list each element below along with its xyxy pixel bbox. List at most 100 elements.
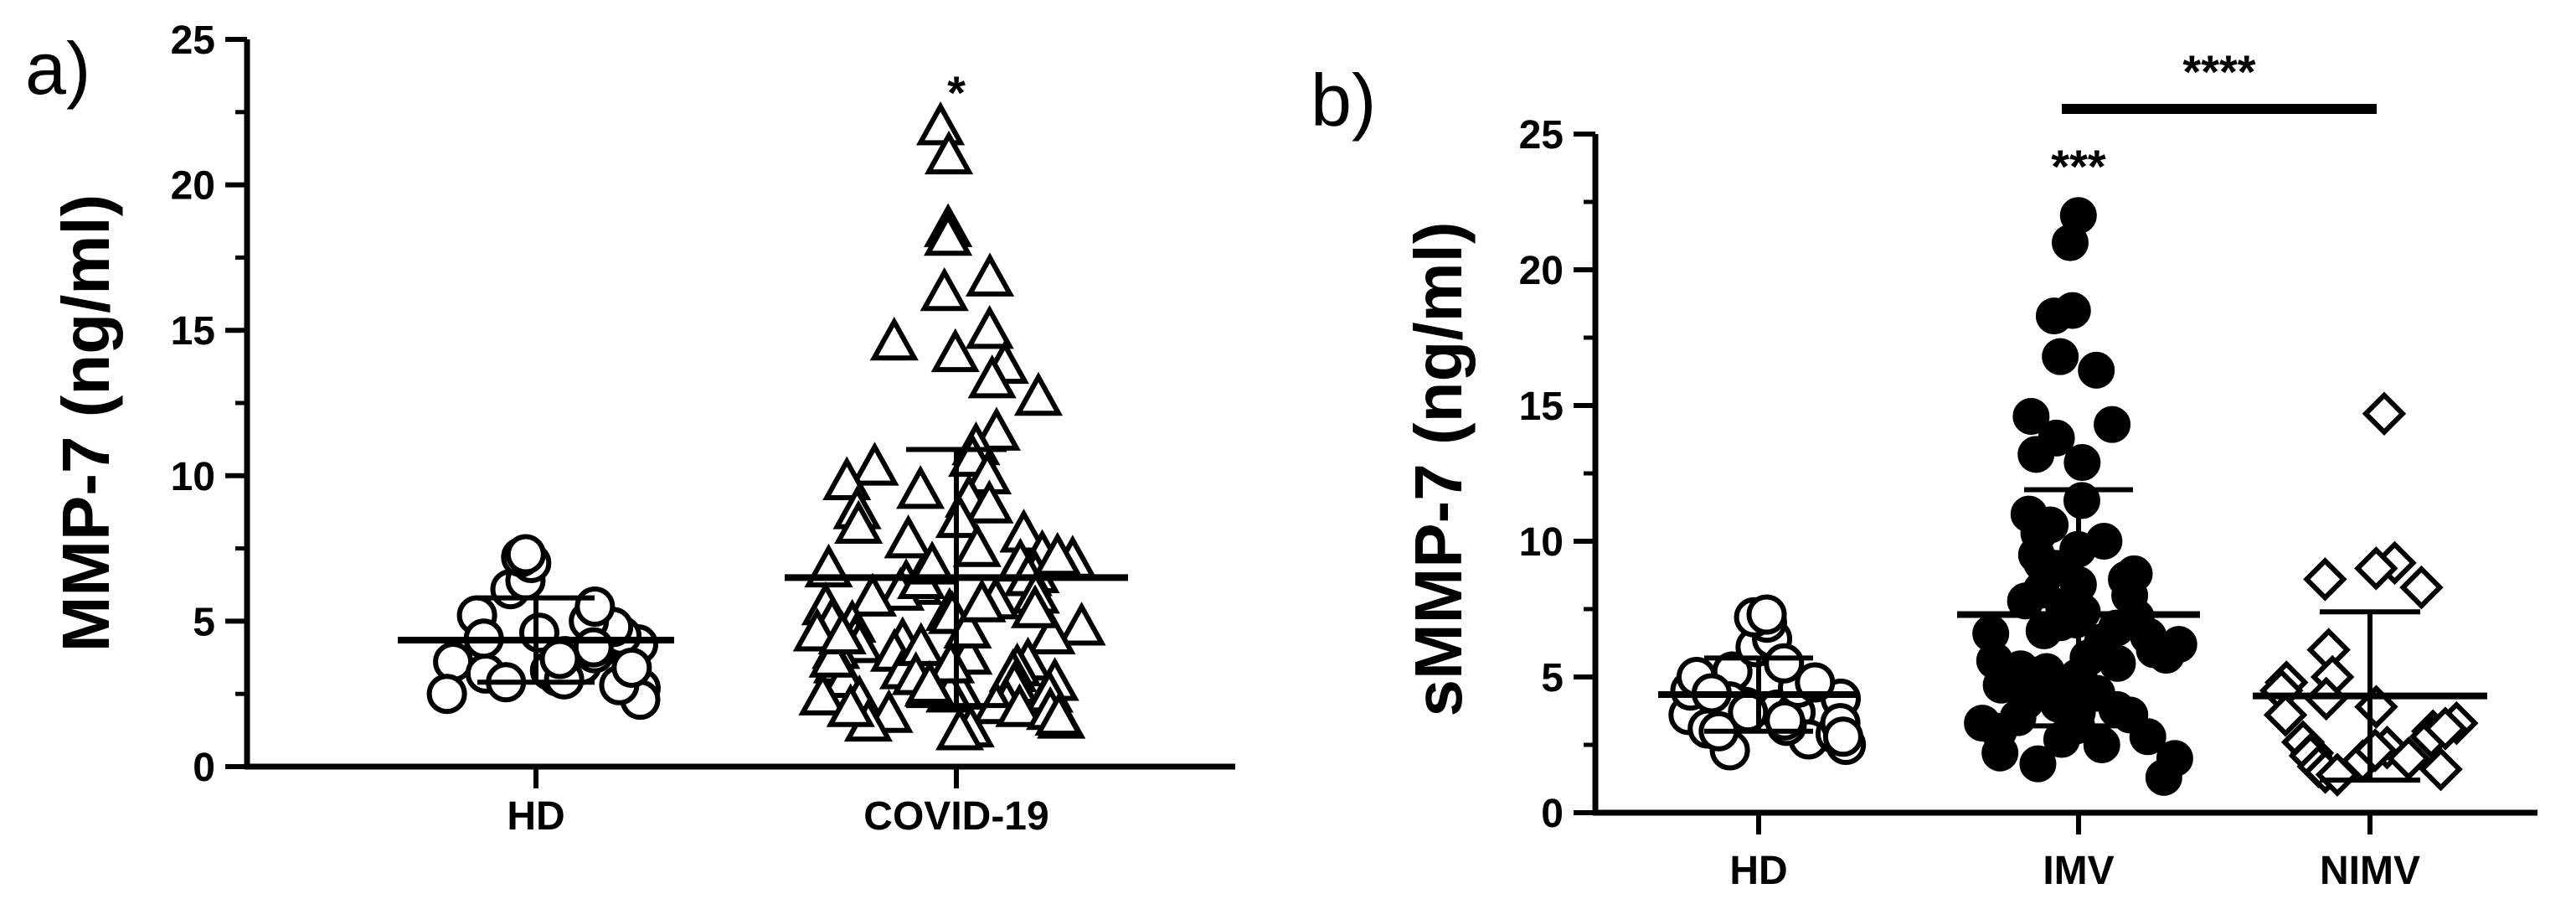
- panel-a-point-covid-19: [817, 610, 867, 654]
- panel-a-point-covid-19: [995, 683, 1044, 727]
- panel-a-point-hd: [539, 638, 580, 679]
- panel-a-x-tick-hd: HD: [507, 794, 564, 839]
- panel-b-points: [1668, 197, 2479, 797]
- panel-a-point-covid-19: [834, 499, 884, 545]
- panel-b-significance-imv-vs-nimv: ****: [2182, 45, 2255, 98]
- panel-b-point-imv: [2042, 338, 2079, 375]
- panel-b-point-nimv: [2352, 728, 2398, 772]
- panel-b-point-imv: [1982, 666, 2020, 704]
- panel-a-point-covid-19: [930, 328, 980, 373]
- panel-b-point-nimv: [2386, 736, 2431, 781]
- panel-b-axes: 0 5 10 15 20 25: [1519, 113, 2537, 836]
- panel-a-point-hd: [505, 534, 546, 575]
- panel-a-y-tick-label: 25: [171, 18, 215, 63]
- panel-a-point-covid-19: [935, 706, 985, 751]
- panel-a-point-covid-19: [1034, 691, 1084, 736]
- panel-b-point-imv: [2025, 612, 2063, 649]
- panel-b-x-tick-nimv: NIMV: [2320, 849, 2420, 893]
- panel-a-y-tick-label: 5: [193, 600, 215, 644]
- panel-a-x-tick-covid: COVID-19: [863, 794, 1048, 839]
- panel-a-point-covid-19: [1027, 610, 1076, 654]
- panel-b-point-hd: [1746, 594, 1787, 635]
- panel-b-point-imv: [2057, 601, 2094, 638]
- panel-a-y-tick-label: 20: [171, 164, 215, 209]
- panel-b-point-imv: [2017, 436, 2055, 473]
- panel-b-point-nimv: [2315, 752, 2360, 797]
- panel-a-point-covid-19: [826, 683, 875, 727]
- panel-a-point-covid-19: [924, 130, 974, 175]
- panel-a-axes: 0 5 10 15 20 25: [171, 18, 1235, 790]
- panel-b-point-imv: [2051, 224, 2089, 261]
- panel-b-point-imv: [2160, 626, 2197, 664]
- panel-b-point-nimv: [2303, 557, 2347, 602]
- panel-b-y-tick-label: 25: [1519, 113, 1564, 158]
- panel-b-point-imv: [2035, 297, 2073, 335]
- panel-a-point-hd: [426, 674, 467, 715]
- panel-b-x-tick-hd: HD: [1729, 849, 1787, 893]
- panel-b-point-imv: [2069, 639, 2107, 677]
- panel-a-point-covid-19: [1013, 371, 1064, 416]
- panel-a-points: [426, 101, 1106, 751]
- panel-a-point-covid-19: [808, 633, 858, 678]
- panel-b-point-hd: [1822, 716, 1863, 757]
- panel-b-point-imv: [2145, 758, 2182, 796]
- panel-a-point-covid-19: [957, 578, 1007, 623]
- panel-a-point-covid-19: [896, 464, 945, 509]
- panel-a-point-covid-19: [965, 252, 1015, 297]
- panel-a-point-covid-19: [907, 540, 957, 585]
- panel-a-point-covid-19: [869, 316, 919, 361]
- panel-a-point-hd: [574, 586, 616, 628]
- panel-a-summary-bars: [398, 447, 1128, 709]
- panel-b-point-nimv: [2354, 546, 2398, 591]
- panel-a-y-tick-label: 0: [193, 746, 215, 790]
- panel-a-point-covid-19: [1033, 531, 1082, 576]
- panel-a-point-covid-19: [884, 514, 933, 559]
- panel-b-point-nimv: [2423, 706, 2468, 751]
- panel-b-y-axis-label: sMMP-7 (ng/ml): [1401, 221, 1476, 716]
- panel-a-y-tick-label: 15: [171, 309, 215, 354]
- panel-b-y-tick-label: 0: [1541, 792, 1564, 836]
- panel-a-point-covid-19: [848, 572, 898, 617]
- panel-a-point-covid-19: [965, 305, 1014, 349]
- panel-b-point-imv: [2019, 745, 2057, 783]
- panel-a-point-covid-19: [926, 639, 976, 684]
- panel-a-y-tick-label: 10: [171, 455, 215, 499]
- panel-b-y-tick-label: 10: [1519, 520, 1564, 565]
- panel-b-point-imv: [2007, 582, 2044, 620]
- panel-b-point-nimv: [2399, 565, 2444, 610]
- panel-a-point-hd: [573, 627, 614, 668]
- panel-b-point-imv: [1981, 734, 2019, 772]
- panel-b: b) sMMP-7 (ng/ml) 0 5 10 15 20 25 *** **** HD…: [1311, 45, 2537, 893]
- panel-a-point-covid-19: [952, 523, 1002, 567]
- panel-b-point-hd: [1795, 662, 1836, 703]
- panel-b-label: b): [1311, 59, 1376, 142]
- panel-a-y-axis-label: MMP-7 (ng/ml): [49, 194, 123, 653]
- panel-a-point-covid-19: [850, 442, 899, 486]
- panel-b-y-tick-label: 20: [1519, 249, 1564, 293]
- panel-a-point-covid-19: [1010, 584, 1060, 628]
- panel-b-y-tick-label: 5: [1541, 656, 1564, 700]
- panel-a: a) MMP-7 (ng/ml) 0 5 10 15 20 25 * HD COVID-1…: [25, 18, 1235, 839]
- panel-a-point-covid-19: [923, 211, 973, 256]
- panel-b-point-imv: [2094, 406, 2131, 443]
- panel-b-y-tick-label: 15: [1519, 385, 1564, 429]
- panel-b-point-nimv: [2263, 693, 2308, 737]
- panel-b-point-imv: [2129, 718, 2166, 756]
- panel-b-point-nimv: [2419, 747, 2463, 792]
- panel-a-point-covid-19: [920, 266, 969, 312]
- panel-a-point-covid-19: [965, 479, 1014, 524]
- panel-a-point-hd: [611, 647, 652, 688]
- panel-a-point-covid-19: [798, 671, 848, 716]
- panel-b-summary-bars: [1658, 487, 2487, 783]
- panel-a-point-covid-19: [935, 493, 985, 539]
- panel-a-point-covid-19: [1057, 602, 1106, 646]
- panel-b-point-imv: [2078, 351, 2115, 389]
- panel-a-point-covid-19: [967, 354, 1017, 399]
- panel-b-point-nimv: [2362, 391, 2407, 436]
- panel-b-point-imv: [2063, 444, 2101, 482]
- panel-a-point-covid-19: [904, 659, 955, 704]
- panel-a-point-hd: [433, 642, 474, 683]
- panel-b-x-tick-imv: IMV: [2043, 849, 2114, 893]
- panel-b-point-imv: [2027, 653, 2065, 690]
